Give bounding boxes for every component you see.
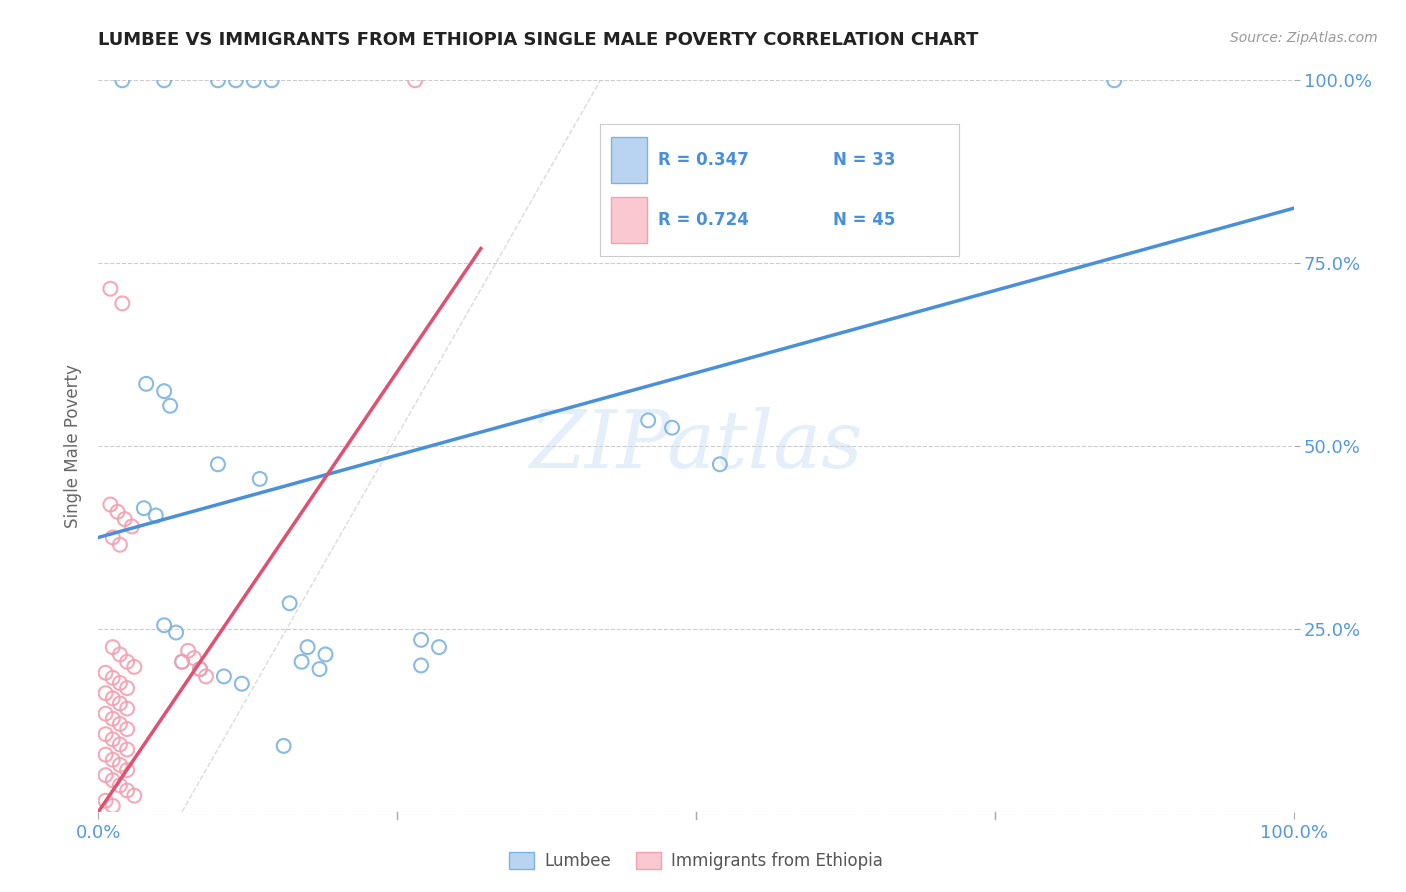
Point [411,632,433,647]
Y-axis label: Single Male Poverty: Single Male Poverty [65,364,83,528]
Point [733,205,755,219]
Point [183,651,205,665]
Point [94,727,117,741]
Point [427,640,450,655]
Point [172,655,194,669]
Point [108,697,131,711]
Legend: Lumbee, Immigrants from Ethiopia: Lumbee, Immigrants from Ethiopia [502,845,890,877]
Point [115,783,138,797]
Point [101,712,124,726]
Point [291,655,314,669]
Text: LUMBEE VS IMMIGRANTS FROM ETHIOPIA SINGLE MALE POVERTY CORRELATION CHART: LUMBEE VS IMMIGRANTS FROM ETHIOPIA SINGL… [98,31,979,49]
Text: ZIPatlas: ZIPatlas [529,408,863,484]
Point [108,778,131,792]
Point [101,691,124,706]
Point [101,798,124,813]
Point [177,644,200,658]
Point [101,732,124,747]
Point [108,758,131,772]
Point [159,399,181,413]
Point [108,676,131,690]
Point [107,505,129,519]
Point [194,669,218,683]
Point [94,665,117,680]
Point [153,618,176,632]
Point [98,282,122,296]
Point [101,530,124,544]
Point [94,794,117,808]
Point [153,384,176,399]
Point [98,498,122,512]
Point [637,413,659,427]
Point [188,662,211,676]
Point [115,681,138,695]
Point [145,508,167,523]
Point [94,768,117,782]
Point [308,662,330,676]
Point [153,73,176,87]
Point [101,753,124,767]
Point [101,671,124,685]
Point [101,773,124,788]
Point [108,538,131,552]
Point [111,73,134,87]
Point [111,296,134,310]
Point [297,640,319,655]
Point [108,717,131,731]
Point [207,73,229,87]
Point [108,738,131,752]
Point [94,706,117,721]
Point [661,421,683,435]
Point [135,376,157,391]
Point [115,655,138,669]
Point [243,73,266,87]
Point [212,669,235,683]
Point [278,596,301,610]
Point [404,73,426,87]
Point [172,655,194,669]
Point [94,686,117,700]
Point [132,501,155,516]
Point [115,763,138,777]
Point [260,73,283,87]
Point [207,458,229,472]
Point [709,458,731,472]
Point [225,73,247,87]
Point [411,658,433,673]
Point [121,519,143,533]
Point [1102,73,1125,87]
Point [188,662,211,676]
Point [124,789,146,803]
Point [115,742,138,756]
Point [124,660,146,674]
Point [94,747,117,762]
Point [108,648,131,662]
Point [165,625,187,640]
Point [249,472,271,486]
Point [114,512,136,526]
Text: Source: ZipAtlas.com: Source: ZipAtlas.com [1230,31,1378,45]
Point [115,722,138,736]
Point [315,648,337,662]
Point [101,640,124,655]
Point [231,676,253,690]
Point [115,701,138,715]
Point [273,739,295,753]
